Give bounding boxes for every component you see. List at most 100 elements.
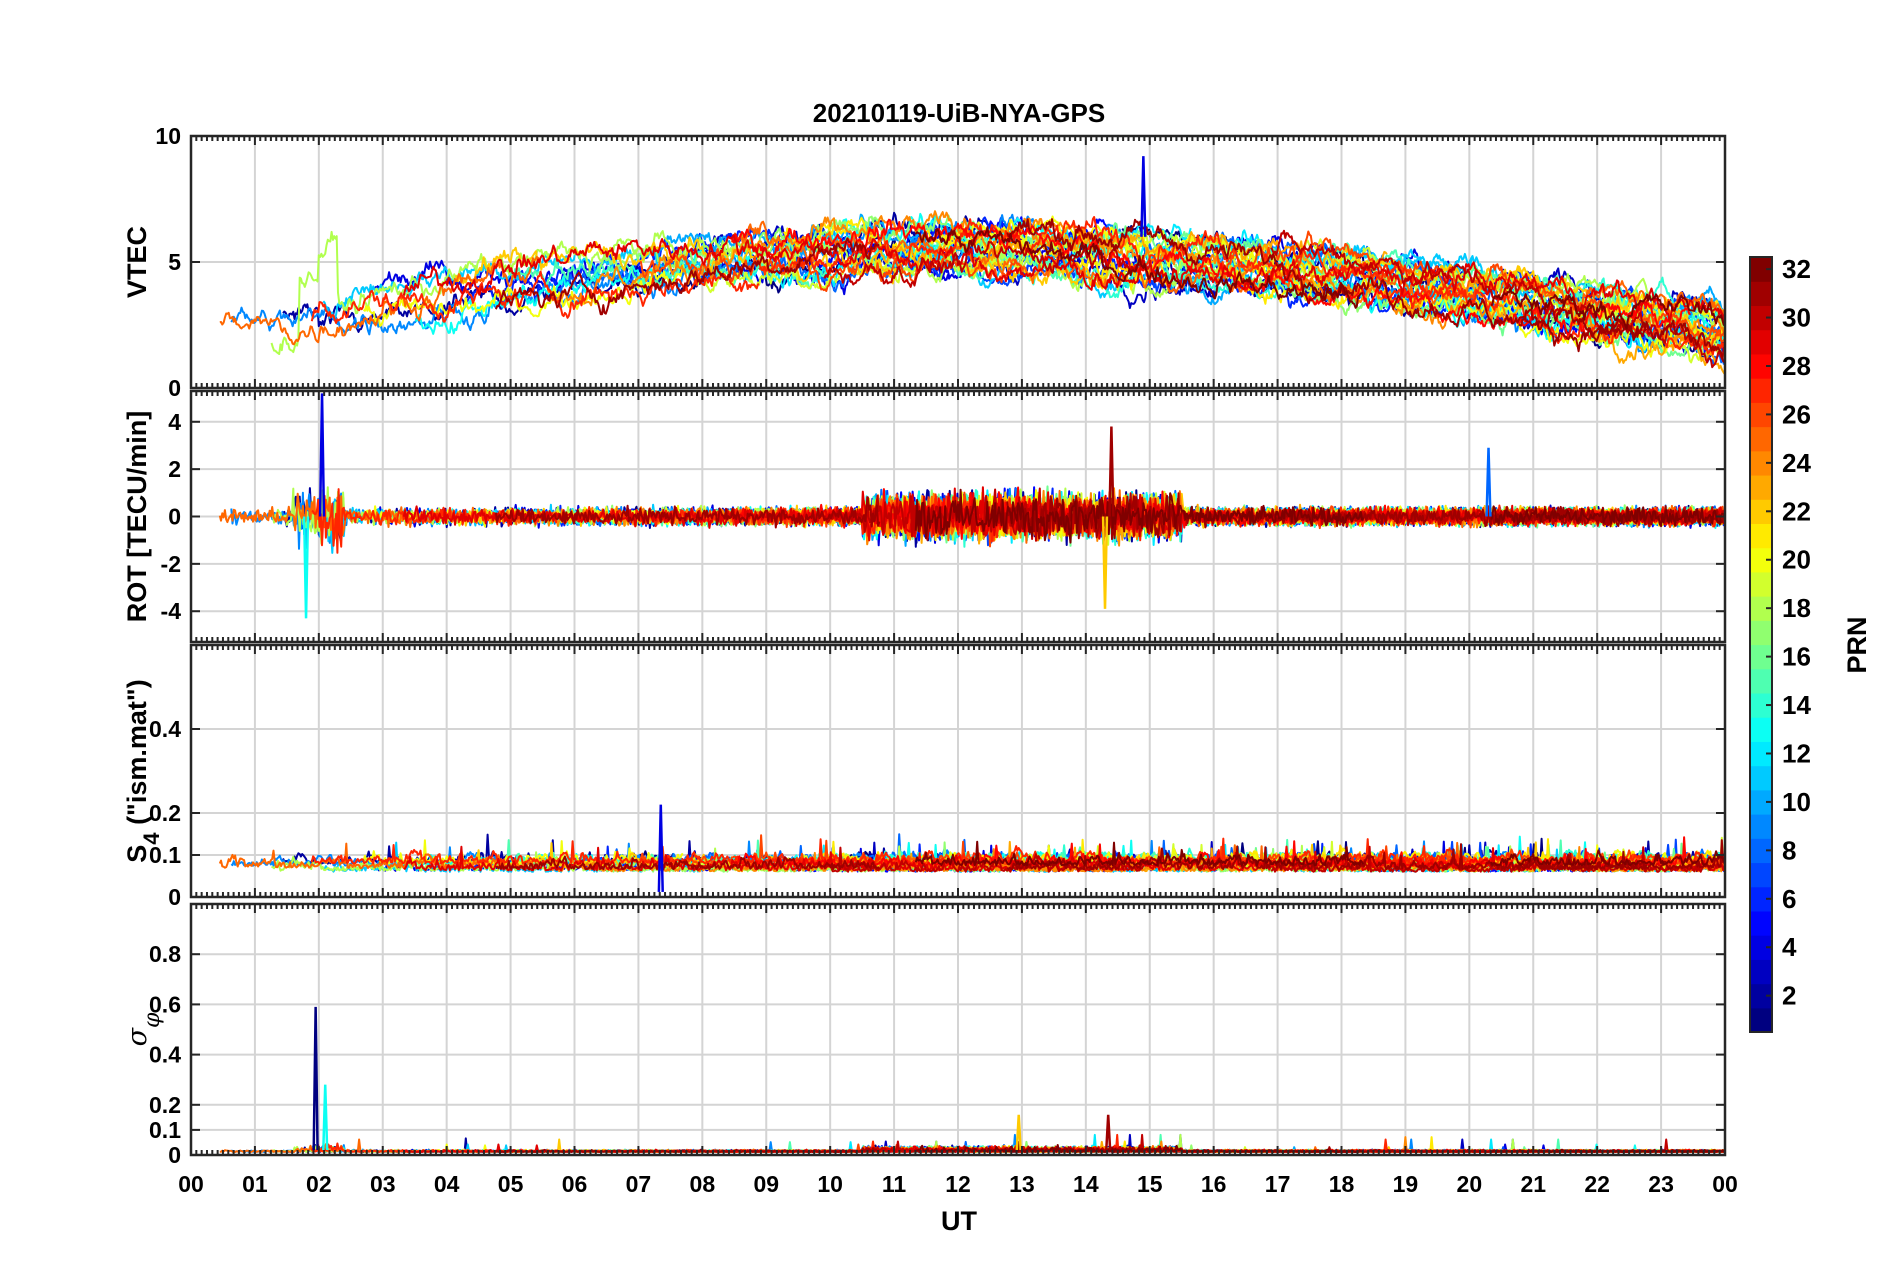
colorbar-tick-label: 2 <box>1782 981 1796 1011</box>
colorbar-band <box>1750 692 1772 718</box>
y-tick-label: 4 <box>168 409 181 435</box>
colorbar-band <box>1750 257 1772 282</box>
panel-ticks <box>190 391 1726 642</box>
colorbar-band <box>1750 668 1772 694</box>
colorbar-tick-label: 6 <box>1782 884 1796 914</box>
series-prn-line <box>823 239 1145 288</box>
colorbar-tick-label: 14 <box>1782 690 1811 720</box>
x-tick-label: 01 <box>242 1171 268 1197</box>
panel-rot: -4 -2 0 2 4 ROT [TECU/min] <box>122 389 1727 644</box>
y-axis-label-s4: S4 ("ism.mat") <box>122 679 164 862</box>
y-tick-label: 0.2 <box>149 1092 181 1118</box>
x-tick-label: 02 <box>306 1171 332 1197</box>
colorbar-band <box>1750 910 1772 936</box>
x-tick-label: 21 <box>1520 1171 1546 1197</box>
series-prn-line <box>914 226 1364 309</box>
colorbar-band <box>1750 353 1772 379</box>
x-axis-label: UT <box>941 1206 977 1236</box>
series-prn-line <box>730 218 1244 288</box>
y-tick-label: 0.1 <box>149 842 181 868</box>
y-tick-label: 0 <box>168 884 181 910</box>
peak-spike <box>318 393 326 517</box>
colorbar-band <box>1750 983 1772 1009</box>
panel-series <box>218 833 1725 873</box>
x-tick-label: 12 <box>945 1171 971 1197</box>
colorbar-band <box>1750 935 1772 960</box>
peak-spike <box>1485 447 1492 517</box>
colorbar-band <box>1750 402 1772 428</box>
panel-series <box>218 485 1725 554</box>
peak-spike <box>322 1084 329 1151</box>
x-tick-label: 13 <box>1009 1171 1035 1197</box>
colorbar-tick-label: 24 <box>1782 448 1811 478</box>
panel-ticks <box>190 135 1726 389</box>
colorbar-band <box>1750 450 1772 476</box>
peak-spike <box>1015 1114 1022 1151</box>
x-tick-label: 11 <box>882 1171 907 1197</box>
series-prn-line <box>219 256 541 346</box>
colorbar-band <box>1750 765 1772 791</box>
colorbar-tick-label: 12 <box>1782 738 1811 768</box>
x-tick-label: 15 <box>1137 1171 1163 1197</box>
series-prn-line <box>914 840 1365 867</box>
x-tick-label: 07 <box>626 1171 652 1197</box>
x-tick-label: 19 <box>1393 1171 1419 1197</box>
peak-spike <box>1140 156 1147 237</box>
series-prn-line <box>495 1147 881 1153</box>
colorbar-tick-label: 20 <box>1782 545 1811 575</box>
colorbar-band <box>1750 741 1772 767</box>
colorbar-band <box>1750 644 1772 670</box>
colorbar-band <box>1750 789 1772 815</box>
y-tick-label: 0 <box>168 375 181 401</box>
x-tick-label: 22 <box>1584 1171 1610 1197</box>
colorbar-band <box>1750 862 1772 888</box>
x-tick-label: 08 <box>690 1171 716 1197</box>
panel-grid <box>191 904 1725 1155</box>
colorbar-band <box>1750 378 1772 403</box>
y-tick-label: 10 <box>155 123 181 149</box>
series-prn-line <box>1006 843 1648 871</box>
colorbar-tick-label: 8 <box>1782 835 1796 865</box>
colorbar-band <box>1750 814 1772 839</box>
series-prn-line <box>823 487 1145 543</box>
colorbar-band <box>1750 474 1772 500</box>
x-tick-label: 06 <box>562 1171 588 1197</box>
colorbar-band <box>1750 959 1772 985</box>
y-tick-label: 0.6 <box>149 991 181 1017</box>
peak-spike <box>312 1006 319 1150</box>
x-tick-label: 00 <box>1712 1171 1738 1197</box>
y-axis-label-sigma_phi: σφ <box>122 1012 165 1046</box>
colorbar-tick-label: 32 <box>1782 254 1811 284</box>
y-tick-label: 0.4 <box>149 716 181 742</box>
panel-series <box>219 1133 1725 1153</box>
x-tick-label: 05 <box>498 1171 524 1197</box>
series-prn-line <box>1242 267 1691 336</box>
peak-spike <box>657 804 664 892</box>
colorbar-band <box>1750 281 1772 307</box>
colorbar-tick-label: 4 <box>1782 932 1797 962</box>
colorbar-tick-label: 10 <box>1782 787 1811 817</box>
colorbar-frame <box>1749 256 1773 1033</box>
panel-ticks <box>190 645 1726 898</box>
x-tick-label: 03 <box>370 1171 396 1197</box>
series-prn-line <box>402 234 980 296</box>
colorbar-label: PRN <box>1842 616 1872 673</box>
colorbar-band <box>1750 838 1772 864</box>
y-tick-label: 0 <box>168 504 181 530</box>
series-prn-line <box>1490 505 1725 528</box>
series-prn-line <box>1518 306 1725 364</box>
series-prn-line <box>494 237 880 316</box>
colorbar-tick-label: 16 <box>1782 642 1811 672</box>
series-prn-line <box>1006 218 1648 353</box>
y-axis-label-rot: ROT [TECU/min] <box>122 411 152 622</box>
y-tick-label: 0 <box>168 1142 181 1168</box>
y-tick-label: 0.8 <box>149 941 181 967</box>
colorbar-tick-label: 22 <box>1782 496 1811 526</box>
y-tick-label: 5 <box>168 249 181 275</box>
x-tick-label: 18 <box>1329 1171 1355 1197</box>
colorbar-band <box>1750 596 1772 621</box>
colorbar-tick-label: 26 <box>1782 399 1811 429</box>
series-prn-line <box>494 496 881 529</box>
